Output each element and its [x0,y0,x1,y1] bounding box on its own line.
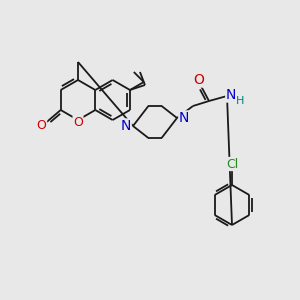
Text: N: N [226,88,236,102]
Text: Cl: Cl [226,158,238,170]
Text: N: N [179,111,189,125]
Text: O: O [73,116,83,130]
Text: N: N [121,119,131,133]
Text: O: O [37,119,46,133]
Text: O: O [194,73,204,87]
Text: H: H [236,96,244,106]
